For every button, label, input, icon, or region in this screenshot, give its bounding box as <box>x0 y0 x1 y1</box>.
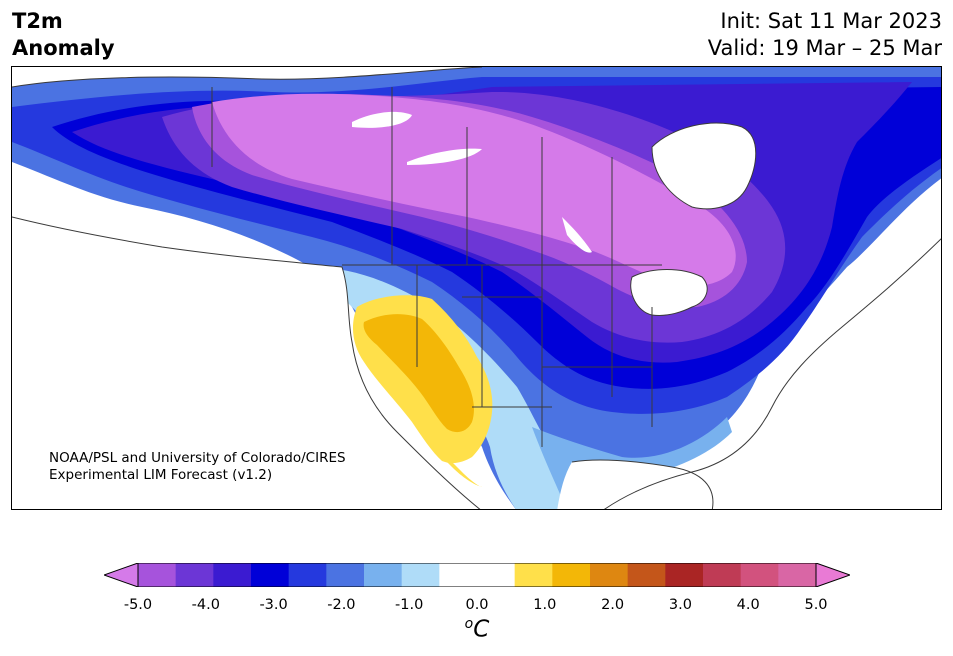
colorbar-cell <box>627 563 666 587</box>
colorbar-tick-label: -4.0 <box>191 597 220 613</box>
init-date: Init: Sat 11 Mar 2023 <box>720 9 942 33</box>
gulf-of-mexico <box>557 459 713 509</box>
colorbar-cell <box>514 563 553 587</box>
unit-degree: o <box>464 616 474 632</box>
colorbar-unit: oC <box>465 616 490 643</box>
colorbar-cell <box>213 563 252 587</box>
title-line-2: Anomaly <box>12 36 115 60</box>
pacific-ocean <box>12 217 480 509</box>
colorbar-cell <box>740 563 779 587</box>
anomaly-map <box>11 66 942 510</box>
lake-winnipeg <box>562 217 592 253</box>
great-slave-lake <box>407 148 482 165</box>
colorbar-cell <box>439 563 478 587</box>
colorbar-tick-label: 0.0 <box>465 597 489 613</box>
boundaries <box>12 67 941 509</box>
hudson-bay <box>652 123 756 209</box>
valid-date: Valid: 19 Mar – 25 Mar <box>707 36 942 60</box>
credit-text: NOAA/PSL and University of Colorado/CIRE… <box>49 450 346 484</box>
colorbar-tick-label: 1.0 <box>533 597 557 613</box>
colorbar-tick-label: 3.0 <box>668 597 692 613</box>
colorbar-cell <box>251 563 290 587</box>
atlantic-ocean <box>604 238 941 509</box>
colorbar-extend-low <box>104 563 138 587</box>
great-bear-lake <box>352 111 412 128</box>
title-line-1: T2m <box>12 9 63 33</box>
colorbar-tick-label: -5.0 <box>123 597 153 613</box>
colorbar <box>104 563 850 587</box>
colorbar-extend-high <box>816 563 850 587</box>
land-band-minus-5 <box>212 93 736 286</box>
land-band-plus-1-5 <box>363 314 474 433</box>
colorbar-cell <box>401 563 440 587</box>
colorbar-cell <box>288 563 327 587</box>
colorbar-cell <box>590 563 629 587</box>
credit-line-2: Experimental LIM Forecast (v1.2) <box>49 467 273 483</box>
colorbar-cell <box>477 563 516 587</box>
colorbar-cell <box>665 563 704 587</box>
unit-text: C <box>473 616 490 643</box>
credit-line-1: NOAA/PSL and University of Colorado/CIRE… <box>49 450 346 466</box>
colorbar-cell <box>778 563 817 587</box>
colorbar-tick-label: 4.0 <box>736 597 760 613</box>
forecast-dates: Init: Sat 11 Mar 2023 Valid: 19 Mar – 25… <box>708 8 942 62</box>
colorbar-cell <box>364 563 403 587</box>
colorbar-cell <box>326 563 365 587</box>
map-title: T2m Anomaly <box>12 8 115 62</box>
map-svg <box>12 67 941 509</box>
great-lakes <box>630 269 708 316</box>
colorbar-tick-label: -1.0 <box>395 597 424 613</box>
colorbar-cell <box>138 563 177 587</box>
colorbar-cell <box>552 563 591 587</box>
colorbar-tick-label: 2.0 <box>601 597 625 613</box>
colorbar-tick-label: 5.0 <box>804 597 828 613</box>
colorbar-cell <box>175 563 214 587</box>
colorbar-tick-label: -2.0 <box>327 597 356 613</box>
colorbar-tick-label: -3.0 <box>259 597 288 613</box>
colorbar-cell <box>703 563 742 587</box>
